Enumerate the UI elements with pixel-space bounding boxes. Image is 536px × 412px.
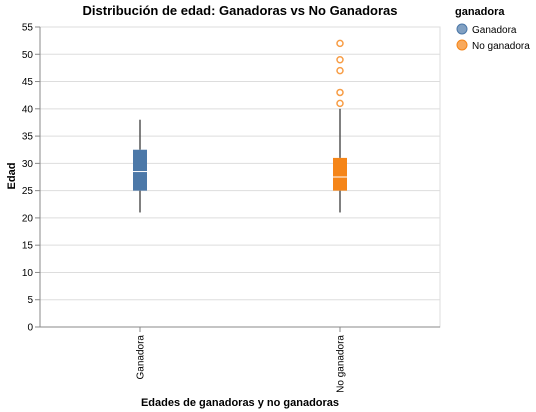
legend-title: ganadora	[455, 6, 505, 18]
y-tick-label: 0	[27, 323, 33, 334]
y-axis-title: Edad	[6, 163, 18, 190]
outlier-point	[336, 99, 344, 108]
y-tick-label: 30	[22, 159, 34, 170]
legend-label: No ganadora	[472, 41, 530, 52]
legend-symbol	[456, 23, 468, 35]
y-tick-label: 50	[22, 50, 34, 61]
outlier-point	[336, 55, 344, 64]
plot-frame	[39, 26, 441, 328]
legend-label: Ganadora	[472, 25, 517, 36]
box-plots	[133, 39, 347, 213]
outlier-point	[336, 39, 344, 48]
box-iqr	[333, 157, 347, 191]
outlier-point	[336, 88, 344, 97]
y-tick-label: 20	[22, 213, 34, 224]
y-tick-label: 45	[22, 77, 34, 88]
y-tick-label: 25	[22, 186, 34, 197]
x-tick-label: No ganadora	[336, 335, 347, 393]
x-axis-title: Edades de ganadoras y no ganadoras	[141, 397, 339, 409]
y-tick-label: 35	[22, 132, 34, 143]
x-tick-label: Ganadora	[136, 335, 147, 380]
grid-lines	[39, 26, 441, 328]
y-tick-label: 15	[22, 241, 34, 252]
legend-symbol	[456, 39, 468, 51]
legend: ganadora Ganadora No ganadora	[455, 6, 530, 52]
outlier-point	[336, 66, 344, 75]
y-tick-label: 55	[22, 23, 34, 34]
y-tick-label: 40	[22, 104, 34, 115]
y-tick-label: 5	[27, 295, 33, 306]
y-tick-label: 10	[22, 268, 34, 279]
chart-title: Distribución de edad: Ganadoras vs No Ga…	[83, 3, 398, 18]
x-axis: Ganadora No ganadora	[40, 326, 440, 393]
y-axis: 0 5 10 15 20 25 30 35 40 45 50 55	[22, 23, 41, 334]
box-iqr	[133, 149, 147, 191]
